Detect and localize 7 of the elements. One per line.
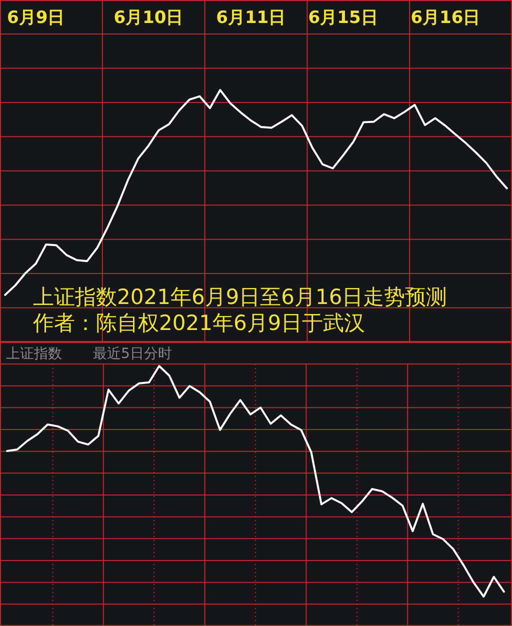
chart-subtitle: 最近5日分时 — [93, 346, 172, 362]
x-tick-label: 6月10日 — [114, 8, 184, 28]
x-tick-label: 6月16日 — [410, 8, 480, 28]
x-tick-label: 6月11日 — [216, 8, 286, 28]
x-tick-label: 6月15日 — [308, 8, 378, 28]
chart-title: 上证指数 — [6, 346, 62, 362]
x-tick-label: 6月9日 — [7, 8, 65, 28]
